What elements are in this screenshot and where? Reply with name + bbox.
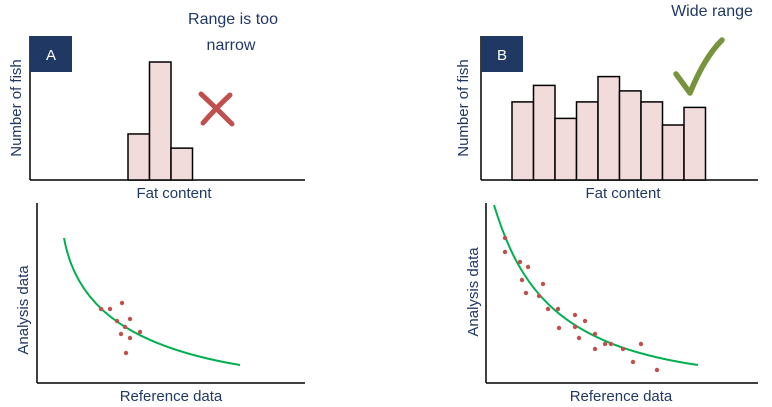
panel-b-badge bbox=[481, 36, 523, 72]
panel-a-scatter-x-label: Reference data bbox=[120, 388, 223, 405]
data-point bbox=[114, 318, 120, 324]
data-point bbox=[572, 324, 578, 330]
panel-b-y-label: Number of fish bbox=[455, 59, 472, 157]
panel-b-bars bbox=[511, 75, 707, 181]
data-point bbox=[555, 306, 561, 312]
panel-a-note-line1: Range is too bbox=[188, 11, 278, 28]
data-point bbox=[107, 306, 113, 312]
panel-a-histogram: A Range is too narrow Number of fish Fat… bbox=[8, 11, 305, 202]
panel-b-bar-6 bbox=[618, 90, 642, 181]
data-point bbox=[582, 318, 588, 324]
panel-a-scatter: Analysis data Reference data bbox=[15, 203, 305, 405]
panel-b-bar-1 bbox=[511, 101, 535, 181]
data-point bbox=[519, 277, 525, 283]
panel-a-x-label: Fat content bbox=[136, 185, 212, 202]
panel-a-data-points bbox=[98, 300, 143, 356]
data-point bbox=[98, 306, 104, 312]
data-point bbox=[630, 359, 636, 365]
panel-b-bar-7 bbox=[640, 101, 664, 181]
data-point bbox=[523, 290, 529, 296]
panel-b-trend-curve bbox=[493, 204, 699, 366]
data-point bbox=[127, 316, 133, 322]
panel-a-bar-2 bbox=[148, 61, 172, 181]
data-point bbox=[540, 281, 546, 287]
panel-b-scatter-y-label: Analysis data bbox=[465, 247, 482, 337]
data-point bbox=[608, 341, 614, 347]
data-point bbox=[119, 300, 125, 306]
panel-a-badge-text: A bbox=[46, 47, 56, 64]
data-point bbox=[536, 293, 542, 299]
data-point bbox=[502, 235, 508, 241]
panel-a-note-line2: narrow bbox=[207, 37, 256, 54]
data-point bbox=[118, 331, 124, 337]
data-point bbox=[122, 324, 128, 330]
data-point bbox=[545, 306, 551, 312]
data-point bbox=[556, 325, 562, 331]
cross-icon bbox=[198, 91, 235, 127]
data-point bbox=[525, 264, 531, 270]
panel-b-bar-4 bbox=[575, 101, 599, 181]
panel-b-note: Wide range bbox=[671, 3, 753, 20]
data-point bbox=[620, 346, 626, 352]
panel-b-bar-5 bbox=[597, 75, 621, 181]
data-point bbox=[517, 259, 523, 265]
panel-b-bar-8 bbox=[661, 124, 685, 181]
data-point bbox=[602, 341, 608, 347]
data-point bbox=[123, 350, 129, 356]
panel-b-x-label: Fat content bbox=[585, 185, 661, 202]
data-point bbox=[572, 312, 578, 318]
panel-b-scatter-x-label: Reference data bbox=[570, 388, 673, 405]
panel-a-scatter-y-label: Analysis data bbox=[15, 265, 32, 355]
panel-b-data-points bbox=[502, 235, 660, 373]
panel-b-bar-3 bbox=[554, 117, 578, 181]
panel-a-bar-3 bbox=[170, 147, 194, 181]
panel-b-histogram: B Wide range Number of fish Fat content bbox=[455, 3, 758, 202]
panel-b-badge-text: B bbox=[497, 47, 507, 64]
data-point bbox=[638, 341, 644, 347]
panel-a-y-label: Number of fish bbox=[8, 59, 25, 157]
panel-a-badge bbox=[30, 36, 72, 72]
checkmark-icon bbox=[673, 37, 725, 96]
data-point bbox=[576, 335, 582, 341]
panel-b-scatter: Analysis data Reference data bbox=[465, 203, 758, 405]
data-point bbox=[502, 249, 508, 255]
panel-a-bar-1 bbox=[127, 133, 151, 181]
data-point bbox=[127, 335, 133, 341]
data-point bbox=[592, 331, 598, 337]
panel-b-bar-9 bbox=[683, 106, 707, 181]
panel-b-bar-2 bbox=[532, 84, 556, 181]
panel-a-trend-curve bbox=[63, 237, 241, 366]
panel-a-bars bbox=[127, 61, 194, 181]
data-point bbox=[654, 367, 660, 373]
data-point bbox=[592, 346, 598, 352]
data-point bbox=[137, 329, 143, 335]
